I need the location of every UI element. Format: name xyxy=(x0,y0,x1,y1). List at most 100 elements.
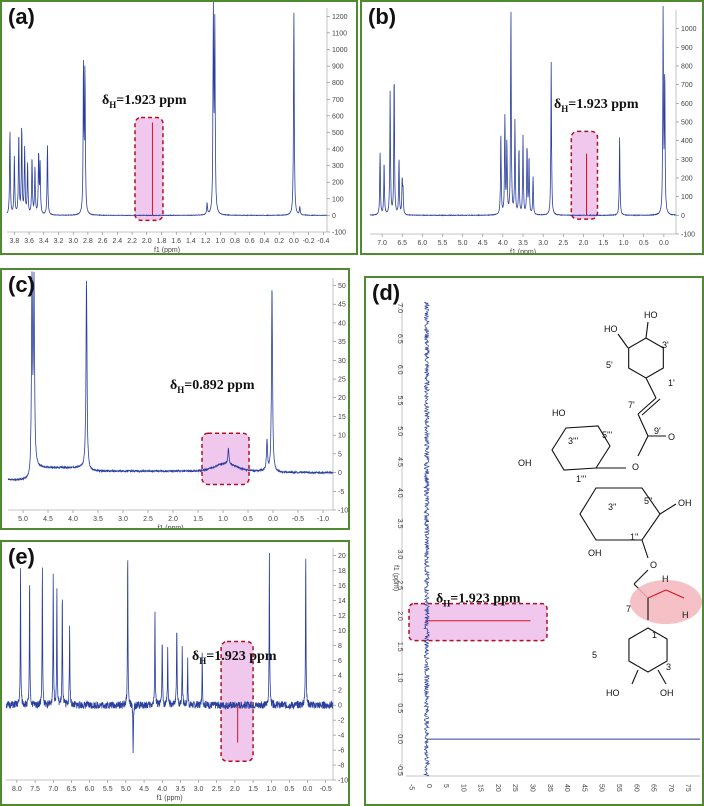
x-tick-label: 7.5 xyxy=(30,786,40,793)
y-tick-label: 700 xyxy=(681,82,693,89)
position-label: 1''' xyxy=(576,474,586,484)
x-tick-label: 5 xyxy=(442,784,449,788)
x-tick-label: 1.5 xyxy=(599,240,609,247)
x-axis-label: f1 (ppm) xyxy=(157,525,183,528)
oxygen-label: O xyxy=(632,462,639,472)
y-tick-label: 0 xyxy=(338,703,342,710)
y-tick-label: -4 xyxy=(338,733,344,740)
x-tick-label: 0.8 xyxy=(230,238,240,245)
y-tick-label: 20 xyxy=(338,395,346,402)
x-tick-label: 20 xyxy=(494,784,501,792)
y-tick-label: 6 xyxy=(338,658,342,665)
x-tick-label: 1.5 xyxy=(193,516,203,523)
y-tick-label: 500 xyxy=(332,130,344,137)
y-tick-label: 4.5 xyxy=(396,457,403,467)
x-tick-label: 60 xyxy=(632,784,639,792)
bond xyxy=(647,589,667,599)
spectrum-line xyxy=(5,552,334,754)
y-tick-label: 1000 xyxy=(332,47,348,54)
peak-annotation: δH=1.923 ppm xyxy=(554,97,639,114)
panel-e-chart: 8.0 7.5 7.0 6.5 6.0 5.5 5.0 4.5 4.0 3.5 3.0 2.5 2.0 1… xyxy=(5,548,348,802)
x-tick-label: 3.8 xyxy=(9,238,19,245)
y-tick-label: 800 xyxy=(332,80,344,87)
x-tick-label: 1.4 xyxy=(186,238,196,245)
x-tick-label: 6.5 xyxy=(397,240,407,247)
position-label: 1 xyxy=(652,630,657,640)
y-tick-label: 700 xyxy=(332,97,344,104)
y-tick-label: 20 xyxy=(338,553,346,560)
hydroxyl-label: OH xyxy=(518,458,532,468)
x-tick-label: 3.5 xyxy=(518,240,528,247)
x-tick-label: 1.0 xyxy=(266,786,276,793)
x-tick-label: 5.0 xyxy=(458,240,468,247)
y-tick-label: 0 xyxy=(681,213,685,220)
bond xyxy=(637,435,649,457)
y-tick-label: 900 xyxy=(681,45,693,52)
y-axis-label: f1 (ppm) xyxy=(392,565,399,591)
oxygen-label: O xyxy=(668,432,675,442)
y-tick-label: 45 xyxy=(338,302,346,309)
y-tick-label: 0 xyxy=(332,213,336,220)
panel-e-label: (e) xyxy=(8,544,35,569)
hydroxyl-label: HO xyxy=(606,688,620,698)
bond xyxy=(631,669,639,685)
x-tick-label: -5 xyxy=(407,784,414,790)
benzene-ring xyxy=(628,337,664,379)
x-tick-label: 5.0 xyxy=(121,786,131,793)
x-tick-label: 4.0 xyxy=(498,240,508,247)
highlight-box xyxy=(408,602,548,642)
y-tick-label: 14 xyxy=(338,598,346,605)
x-tick-label: 0.0 xyxy=(289,238,299,245)
spectrum-line xyxy=(6,2,328,217)
y-tick-label: -10 xyxy=(338,778,348,785)
x-tick-label: 1.5 xyxy=(248,786,258,793)
x-tick-label: 2.0 xyxy=(579,240,589,247)
position-label: 7 xyxy=(626,604,631,614)
x-axis-label: f1 (ppm) xyxy=(156,795,182,802)
x-tick-label: 5.0 xyxy=(18,516,28,523)
x-tick-label: -0.4 xyxy=(317,238,329,245)
peak-annotation: δH=0.892 ppm xyxy=(170,378,255,395)
position-label: 1' xyxy=(668,378,675,388)
y-tick-label: 200 xyxy=(332,180,344,187)
x-tick-label: 3.4 xyxy=(39,238,49,245)
x-tick-label: 0.0 xyxy=(268,516,278,523)
y-tick-label: 100 xyxy=(681,194,693,201)
y-tick-label: 25 xyxy=(338,377,346,384)
x-axis-label: f1 (ppm) xyxy=(510,249,536,253)
panel-c-label: (c) xyxy=(8,272,35,297)
hydroxyl-label: HO xyxy=(644,310,658,320)
panel-b-label: (b) xyxy=(368,4,397,29)
y-tick-label: -2 xyxy=(338,718,344,725)
x-tick-label: 10 xyxy=(459,784,466,792)
bond xyxy=(637,397,657,415)
x-tick-label: 5.5 xyxy=(438,240,448,247)
y-tick-label: 12 xyxy=(338,613,346,620)
panel-e: 8.0 7.5 7.0 6.5 6.0 5.5 5.0 4.5 4.0 3.5 3.0 2.5 2.0 1… xyxy=(0,540,350,806)
panel-d-label: (d) xyxy=(372,280,401,305)
x-tick-label: 30 xyxy=(529,784,536,792)
highlight-box xyxy=(134,116,164,222)
x-tick-label: -1.0 xyxy=(317,516,329,523)
y-tick-label: 800 xyxy=(681,64,693,71)
bond xyxy=(645,321,649,339)
y-tick-label: 600 xyxy=(681,101,693,108)
x-tick-label: 3.0 xyxy=(538,240,548,247)
x-tick-label: 1.8 xyxy=(157,238,167,245)
y-tick-label: 10 xyxy=(338,433,346,440)
position-label: 5 xyxy=(592,650,597,660)
hydroxyl-label: HO xyxy=(552,408,566,418)
x-tick-label: 45 xyxy=(580,784,587,792)
spectrum-trace xyxy=(423,301,431,777)
y-tick-label: 1200 xyxy=(332,14,348,21)
x-tick-label: 55 xyxy=(615,784,622,792)
x-tick-label: 5.5 xyxy=(103,786,113,793)
x-tick-label: 0.0 xyxy=(659,240,669,247)
y-tick-label: 0.5 xyxy=(396,703,403,713)
x-tick-label: 4.5 xyxy=(478,240,488,247)
x-tick-label: 0 xyxy=(425,784,432,788)
y-tick-label: 8 xyxy=(338,643,342,650)
x-tick-label: -0.5 xyxy=(320,786,332,793)
x-tick-label: 0.5 xyxy=(639,240,649,247)
x-tick-label: 2.6 xyxy=(98,238,108,245)
